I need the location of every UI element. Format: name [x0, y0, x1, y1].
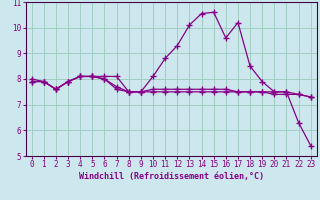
- X-axis label: Windchill (Refroidissement éolien,°C): Windchill (Refroidissement éolien,°C): [79, 172, 264, 181]
